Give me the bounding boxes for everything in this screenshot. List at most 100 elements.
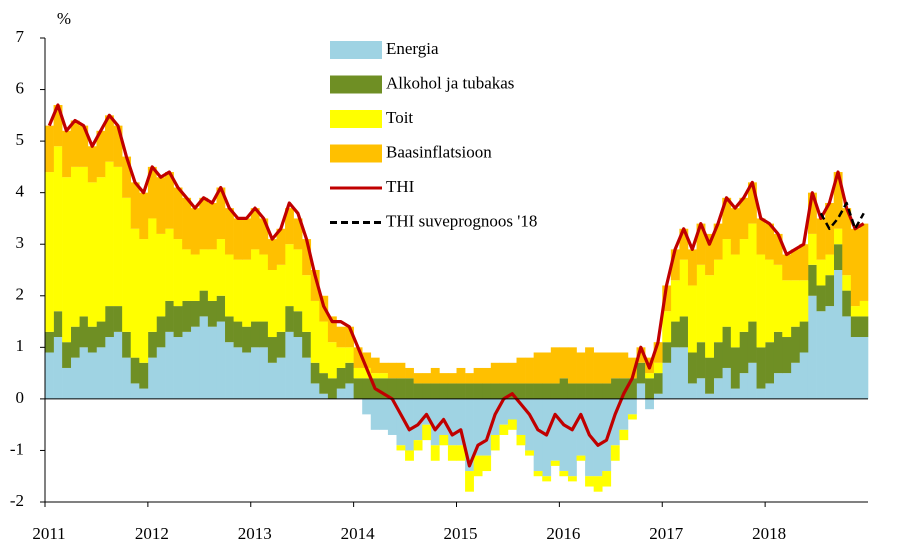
bar-segment: [53, 311, 63, 338]
bar-segment: [182, 197, 192, 250]
bar-segment: [413, 440, 423, 451]
bar-segment: [319, 321, 329, 374]
bar-segment: [285, 244, 294, 307]
bar-segment: [790, 249, 800, 281]
bar-segment: [782, 337, 792, 374]
legend-swatch: [330, 144, 382, 163]
bar-segment: [765, 223, 774, 260]
bar-segment: [207, 202, 217, 250]
bar-segment: [499, 362, 509, 384]
bar-segment: [739, 197, 749, 240]
bar-segment: [859, 337, 869, 399]
bar-segment: [285, 331, 294, 399]
bar-segment: [670, 321, 680, 348]
bar-segment: [233, 218, 243, 260]
y-unit-label: %: [57, 9, 71, 28]
y-tick-label: -1: [10, 439, 24, 458]
bar-segment: [447, 398, 457, 446]
bar-segment: [559, 471, 569, 477]
bar-segment: [825, 254, 835, 276]
bar-segment: [87, 352, 97, 399]
bar-segment: [533, 398, 543, 472]
bar-segment: [859, 223, 869, 301]
bar-segment: [567, 383, 577, 399]
bar-segment: [156, 347, 166, 399]
bar-segment: [62, 367, 72, 399]
bar-segment: [816, 218, 826, 260]
bar-segment: [405, 378, 414, 399]
bar-segment: [662, 311, 672, 343]
bar-segment: [465, 383, 474, 399]
bar-segment: [705, 357, 714, 394]
bar-segment: [96, 321, 106, 348]
bar-segment: [233, 321, 243, 348]
bar-segment: [439, 434, 449, 446]
bar-segment: [370, 398, 380, 430]
bar-segment: [542, 383, 552, 399]
bar-segment: [567, 398, 577, 477]
bar-segment: [45, 125, 54, 173]
bar-segment: [567, 347, 577, 384]
bar-segment: [816, 285, 826, 312]
bar-segment: [610, 378, 620, 399]
bar-segment: [627, 357, 637, 379]
bar-segment: [533, 471, 543, 477]
bar-segment: [113, 125, 123, 167]
bar-segment: [267, 270, 277, 338]
bar-segment: [525, 450, 534, 456]
bar-segment: [653, 342, 663, 363]
bar-segment: [507, 398, 517, 420]
bar-segment: [139, 192, 149, 240]
bar-segment: [122, 357, 132, 399]
bar-segment: [165, 300, 174, 332]
bar-segment: [516, 398, 526, 435]
bar-segment: [345, 383, 354, 399]
bar-segment: [147, 357, 157, 399]
bar-segment: [602, 352, 612, 384]
bar-segment: [310, 270, 320, 301]
bar-segment: [199, 316, 209, 399]
bar-segment: [842, 316, 852, 399]
bar-segment: [627, 414, 637, 420]
bar-segment: [842, 208, 852, 276]
bar-segment: [722, 367, 732, 399]
bar-segment: [70, 166, 80, 327]
bar-segment: [653, 362, 663, 374]
bar-segment: [302, 275, 312, 332]
bar-segment: [456, 367, 466, 384]
bar-segment: [285, 306, 294, 332]
bar-segment: [816, 259, 826, 286]
bar-segment: [276, 264, 286, 332]
bar-segment: [473, 367, 483, 384]
bar-segment: [645, 373, 654, 379]
bar-segment: [293, 218, 303, 250]
bar-segment: [687, 352, 697, 384]
bar-segment: [799, 321, 809, 353]
bar-segment: [353, 367, 363, 379]
bar-segment: [790, 326, 800, 363]
bar-segment: [105, 161, 114, 307]
bar-segment: [542, 476, 552, 482]
bar-segment: [199, 249, 209, 291]
bar-segment: [362, 378, 372, 399]
bar-segment: [645, 398, 654, 410]
bar-segment: [387, 378, 397, 399]
bar-segment: [799, 352, 809, 399]
bar-segment: [807, 233, 817, 265]
bar-segment: [130, 383, 140, 399]
bar-segment: [199, 290, 209, 317]
bar-segment: [842, 275, 852, 291]
bar-segment: [765, 342, 774, 384]
bar-segment: [842, 290, 852, 317]
bar-segment: [276, 357, 286, 399]
bar-segment: [499, 383, 509, 399]
bar-segment: [713, 259, 723, 343]
bar-segment: [696, 378, 706, 399]
bar-segment: [87, 182, 97, 327]
bar-segment: [559, 398, 569, 472]
bar-segment: [756, 218, 766, 255]
bar-segment: [190, 300, 200, 327]
bar-segment: [542, 398, 552, 477]
bar-segment: [550, 383, 560, 399]
bar-segment: [747, 182, 757, 224]
